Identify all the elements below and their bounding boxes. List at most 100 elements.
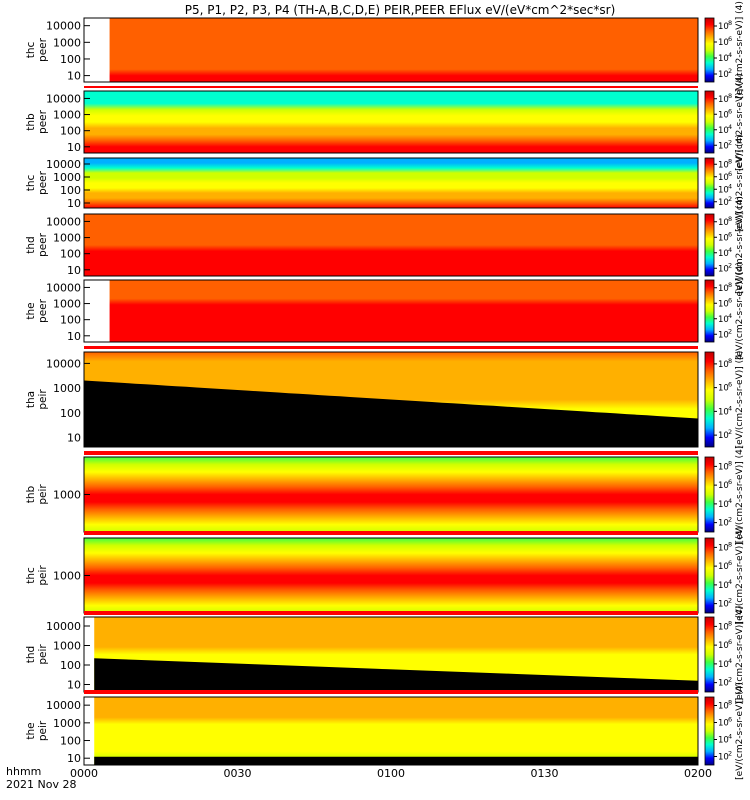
y-tick-label: 1000 [53,640,81,653]
y-tick-label: 1000 [53,171,81,184]
panel-probe-label: the [25,302,37,319]
colorbar-tick-exponent: 4 [728,51,732,59]
panel-species-label: peer [37,298,49,323]
colorbar-label: [eV/(cm2-s-sr-eV)] (4) [735,682,745,780]
colorbar-tick-label: 10 [718,462,729,472]
spectrogram-the-peer [109,280,699,342]
y-tick-label: 10 [67,330,81,343]
colorbar-tick-exponent: 6 [728,296,732,304]
colorbar-tick-exponent: 6 [728,716,732,724]
colorbar-tick-exponent: 8 [728,459,732,467]
colorbar-tick-exponent: 2 [728,261,732,269]
colorbar-tick-label: 10 [718,679,729,689]
colorbar-tick-exponent: 8 [728,699,732,707]
colorbar-tick-label: 10 [718,160,729,170]
colorbar-tick-exponent: 2 [728,750,732,758]
colorbar-tick-label: 10 [718,660,729,670]
panel-frame [83,17,699,83]
colorbar-tick-label: 10 [718,141,729,151]
panel-separator [84,611,698,615]
y-tick-label: 100 [60,53,81,66]
colorbar-tick-exponent: 4 [728,246,732,254]
colorbar-tick-label: 10 [718,702,729,712]
colorbar-tick-label: 10 [718,299,729,309]
colorbar-tick-label: 10 [718,54,729,64]
x-tick-label: 0000 [70,767,98,780]
y-tick-label: 10 [67,679,81,692]
spectrogram-thb-peer [84,91,698,153]
y-tick-label: 10 [67,141,81,154]
colorbar-tick-exponent: 2 [728,516,732,524]
panel-separator [84,346,698,349]
colorbar-tick-exponent: 2 [728,327,732,335]
spectrogram-thc-peer [109,18,699,82]
y-tick-label: 10000 [46,92,81,105]
panel-species-label: peir [37,565,49,586]
colorbar-tick-exponent: 4 [728,123,732,131]
spectrogram-the-peir [94,697,698,765]
panel-species-label: peir [37,389,49,410]
colorbar-tick-exponent: 6 [728,230,732,238]
spectrogram-thc-peer [84,158,698,208]
colorbar-label: [eV/(cm2-s-sr-eV)] (4) [735,351,745,449]
colorbar-tick-label: 10 [718,38,729,48]
y-tick-label: 1000 [53,298,81,311]
spectrogram-thc-peir [84,538,698,613]
panel-probe-label: tha [25,391,37,408]
y-tick-label: 1000 [53,36,81,49]
colorbar-tick-exponent: 8 [728,19,732,27]
panel-separator [84,690,698,694]
y-tick-label: 10 [67,197,81,210]
colorbar-tick-label: 10 [718,249,729,259]
panel-probe-label: thc [25,42,37,59]
colorbar-tick-label: 10 [718,185,729,195]
panel-frame [83,157,699,209]
no-count-region [94,756,698,765]
y-tick-label: 1000 [53,717,81,730]
y-tick-label: 10000 [46,357,81,370]
colorbar-label: [eV/(cm2-s-sr-eV)] (4) [735,606,745,704]
colorbar-tick-label: 10 [718,218,729,228]
colorbar-tick-label: 10 [718,500,729,510]
y-tick-label: 10000 [46,215,81,228]
panel-probe-label: thd [25,646,37,663]
colorbar-tick-label: 10 [718,198,729,208]
y-tick-label: 10000 [46,699,81,712]
figure-title: P5, P1, P2, P3, P4 (TH-A,B,C,D,E) PEIR,P… [185,3,616,17]
y-tick-label: 1000 [53,489,81,502]
colorbar-tick-label: 10 [718,22,729,32]
colorbar-tick-label: 10 [718,753,729,763]
panel-probe-label: thd [25,236,37,253]
colorbar-tick-exponent: 8 [728,157,732,165]
colorbar-tick-label: 10 [718,581,729,591]
y-tick-label: 10000 [46,281,81,294]
y-tick-label: 1000 [53,232,81,245]
panel-species-label: peer [37,37,49,62]
colorbar-tick-exponent: 6 [728,478,732,486]
colorbar-tick-exponent: 6 [728,170,732,178]
colorbar-tick-exponent: 8 [728,357,732,365]
colorbar-tick-label: 10 [718,407,729,417]
y-tick-label: 100 [60,407,81,420]
colorbar-tick-label: 10 [718,431,729,441]
colorbar-label: [eV/(cm2-s-sr-eV)] (4) [735,196,745,294]
panel-species-label: peir [37,484,49,505]
y-tick-label: 10 [67,432,81,445]
colorbar-tick-exponent: 6 [728,381,732,389]
colorbar-tick-exponent: 2 [728,67,732,75]
colorbar-label: [eV/(cm2-s-sr-eV)] (4) [735,1,745,99]
colorbar-tick-label: 10 [718,519,729,529]
colorbar-tick-exponent: 6 [728,107,732,115]
colorbar [704,696,715,766]
panel-separator [84,451,698,455]
colorbar [704,279,715,343]
